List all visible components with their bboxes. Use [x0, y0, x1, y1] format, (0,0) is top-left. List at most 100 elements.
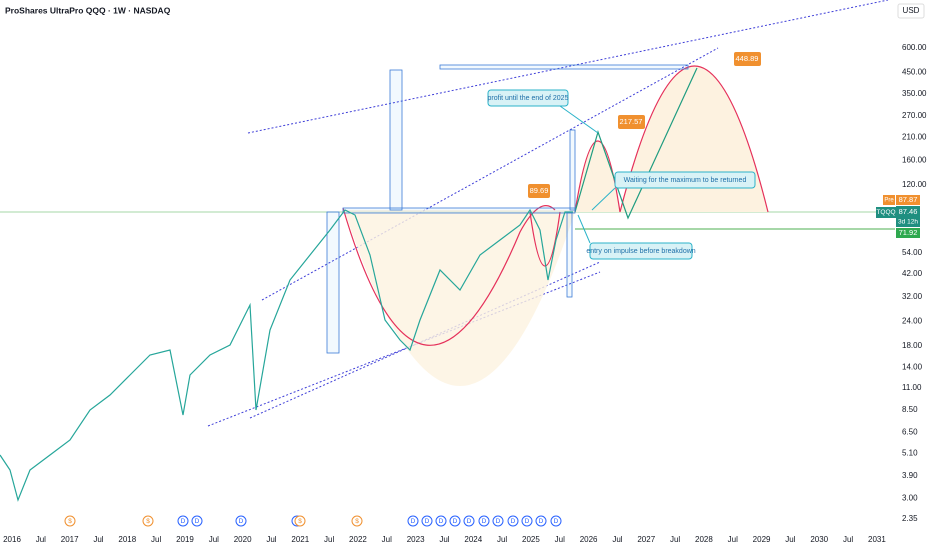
time-tick-label: 2018 — [118, 535, 136, 544]
price-tick-label: 450.00 — [902, 68, 927, 77]
handle-curve — [529, 211, 561, 267]
event-marker — [177, 515, 189, 527]
level-tag — [896, 228, 920, 238]
event-label: $ — [68, 518, 72, 525]
chart-title: ProShares UltraPro QQQ · 1W · NASDAQ — [5, 5, 171, 15]
event-label: D — [239, 518, 244, 525]
time-tick-label: Jul — [324, 535, 334, 544]
price-tick-label: 270.00 — [902, 111, 927, 120]
channel — [207, 0, 889, 427]
time-tick-label: 2026 — [580, 535, 598, 544]
price-tick-label: 2.35 — [902, 514, 918, 523]
time-tick-label: Jul — [36, 535, 46, 544]
annotation: profit until the end of 2025 — [488, 95, 569, 102]
time-tick-label: 2031 — [868, 535, 886, 544]
price-tick-label: 350.00 — [902, 89, 927, 98]
target: 448.89 — [736, 54, 759, 63]
event-marker — [235, 515, 247, 527]
time-tick-label: Jul — [382, 535, 392, 544]
event-label: D — [439, 518, 444, 525]
event-label: D — [496, 518, 501, 525]
price-tick-label: 120.00 — [902, 180, 927, 189]
price-tick-label: 54.00 — [902, 248, 923, 257]
last-value: 87.46 — [899, 207, 918, 216]
time-tick-label: 2024 — [464, 535, 482, 544]
event-label: D — [425, 518, 430, 525]
price-history — [0, 208, 573, 502]
last-tag — [896, 206, 920, 227]
time-tick-label: 2017 — [61, 535, 79, 544]
callout: profit until the end of 2025 Waiting for… — [487, 89, 756, 260]
event-marker — [421, 515, 433, 527]
time-tick-label: Jul — [497, 535, 507, 544]
price-axis: 600.00 450.00 350.00 270.00 210.00 160.00 120.… — [902, 43, 927, 523]
projection-curve — [619, 65, 769, 213]
event-marker — [294, 515, 306, 527]
pre-tag — [883, 195, 895, 205]
time-axis: 2016 Jul 2017 Jul 2018 Jul 2019 Jul 2020 Jul 2021 J… — [3, 535, 886, 544]
time-tick-label: 2027 — [637, 535, 655, 544]
price-tick-label: 8.50 — [902, 405, 918, 414]
event-label: D — [467, 518, 472, 525]
event-marker — [449, 515, 461, 527]
price-tick-label: 5.10 — [902, 448, 918, 457]
time-tick-label: 2020 — [234, 535, 252, 544]
event-label: D — [482, 518, 487, 525]
countdown: 3d 12h — [898, 219, 918, 226]
currency-button[interactable] — [897, 3, 925, 19]
time-tick-label: Jul — [151, 535, 161, 544]
event-label: D — [195, 518, 200, 525]
event-label: D — [453, 518, 458, 525]
time-tick-label: 2022 — [349, 535, 367, 544]
price-tick-label: 18.00 — [902, 341, 923, 350]
event-marker — [64, 515, 76, 527]
price-tick-label: 42.00 — [902, 269, 923, 278]
price-tick-label: 3.90 — [902, 471, 918, 480]
price-tick-label: 14.00 — [902, 362, 923, 371]
event-marker — [478, 515, 490, 527]
level: 71.92 — [899, 228, 918, 237]
annotation: entry on impulse before breakdown — [586, 248, 695, 255]
price-tick-label: 11.00 — [902, 383, 922, 392]
symbol-tag — [876, 207, 896, 218]
event-marker — [351, 515, 363, 527]
event-label: D — [539, 518, 544, 525]
target: 217.57 — [620, 117, 643, 126]
cup-curve — [342, 205, 556, 346]
symbol: TQQQ — [876, 209, 895, 216]
event-label: D — [511, 518, 516, 525]
price-tick-label: 24.00 — [902, 317, 923, 326]
pre-tag — [896, 195, 920, 205]
target: 89.69 — [530, 186, 549, 195]
event-marker — [535, 515, 547, 527]
pre-value: 87.87 — [899, 195, 918, 204]
event-label: $ — [298, 518, 302, 525]
event-marker — [507, 515, 519, 527]
time-tick-label: 2028 — [695, 535, 713, 544]
event-label: $ — [146, 518, 150, 525]
event-label: D — [525, 518, 530, 525]
time-tick-label: Jul — [843, 535, 853, 544]
price-tick-label: 6.50 — [902, 428, 918, 437]
pre-label: Pre — [884, 198, 894, 204]
box — [326, 64, 689, 354]
price-tick-label: 32.00 — [902, 292, 923, 301]
annotation: Waiting for the maximum to be returned — [624, 177, 747, 184]
projection-path — [574, 67, 698, 220]
currency: USD — [903, 6, 920, 15]
time-tick-label: 2030 — [810, 535, 828, 544]
time-tick-label: Jul — [439, 535, 449, 544]
time-tick-label: 2025 — [522, 535, 540, 544]
time-tick-label: 2029 — [753, 535, 771, 544]
time-tick-label: 2021 — [291, 535, 309, 544]
time-tick-label: 2016 — [3, 535, 21, 544]
time-tick-label: Jul — [612, 535, 622, 544]
event-marker — [435, 515, 447, 527]
time-tick-label: Jul — [670, 535, 680, 544]
price-tick-label: 3.00 — [902, 493, 918, 502]
time-tick-label: Jul — [93, 535, 103, 544]
event-marker — [191, 515, 203, 527]
event-marker — [142, 515, 154, 527]
